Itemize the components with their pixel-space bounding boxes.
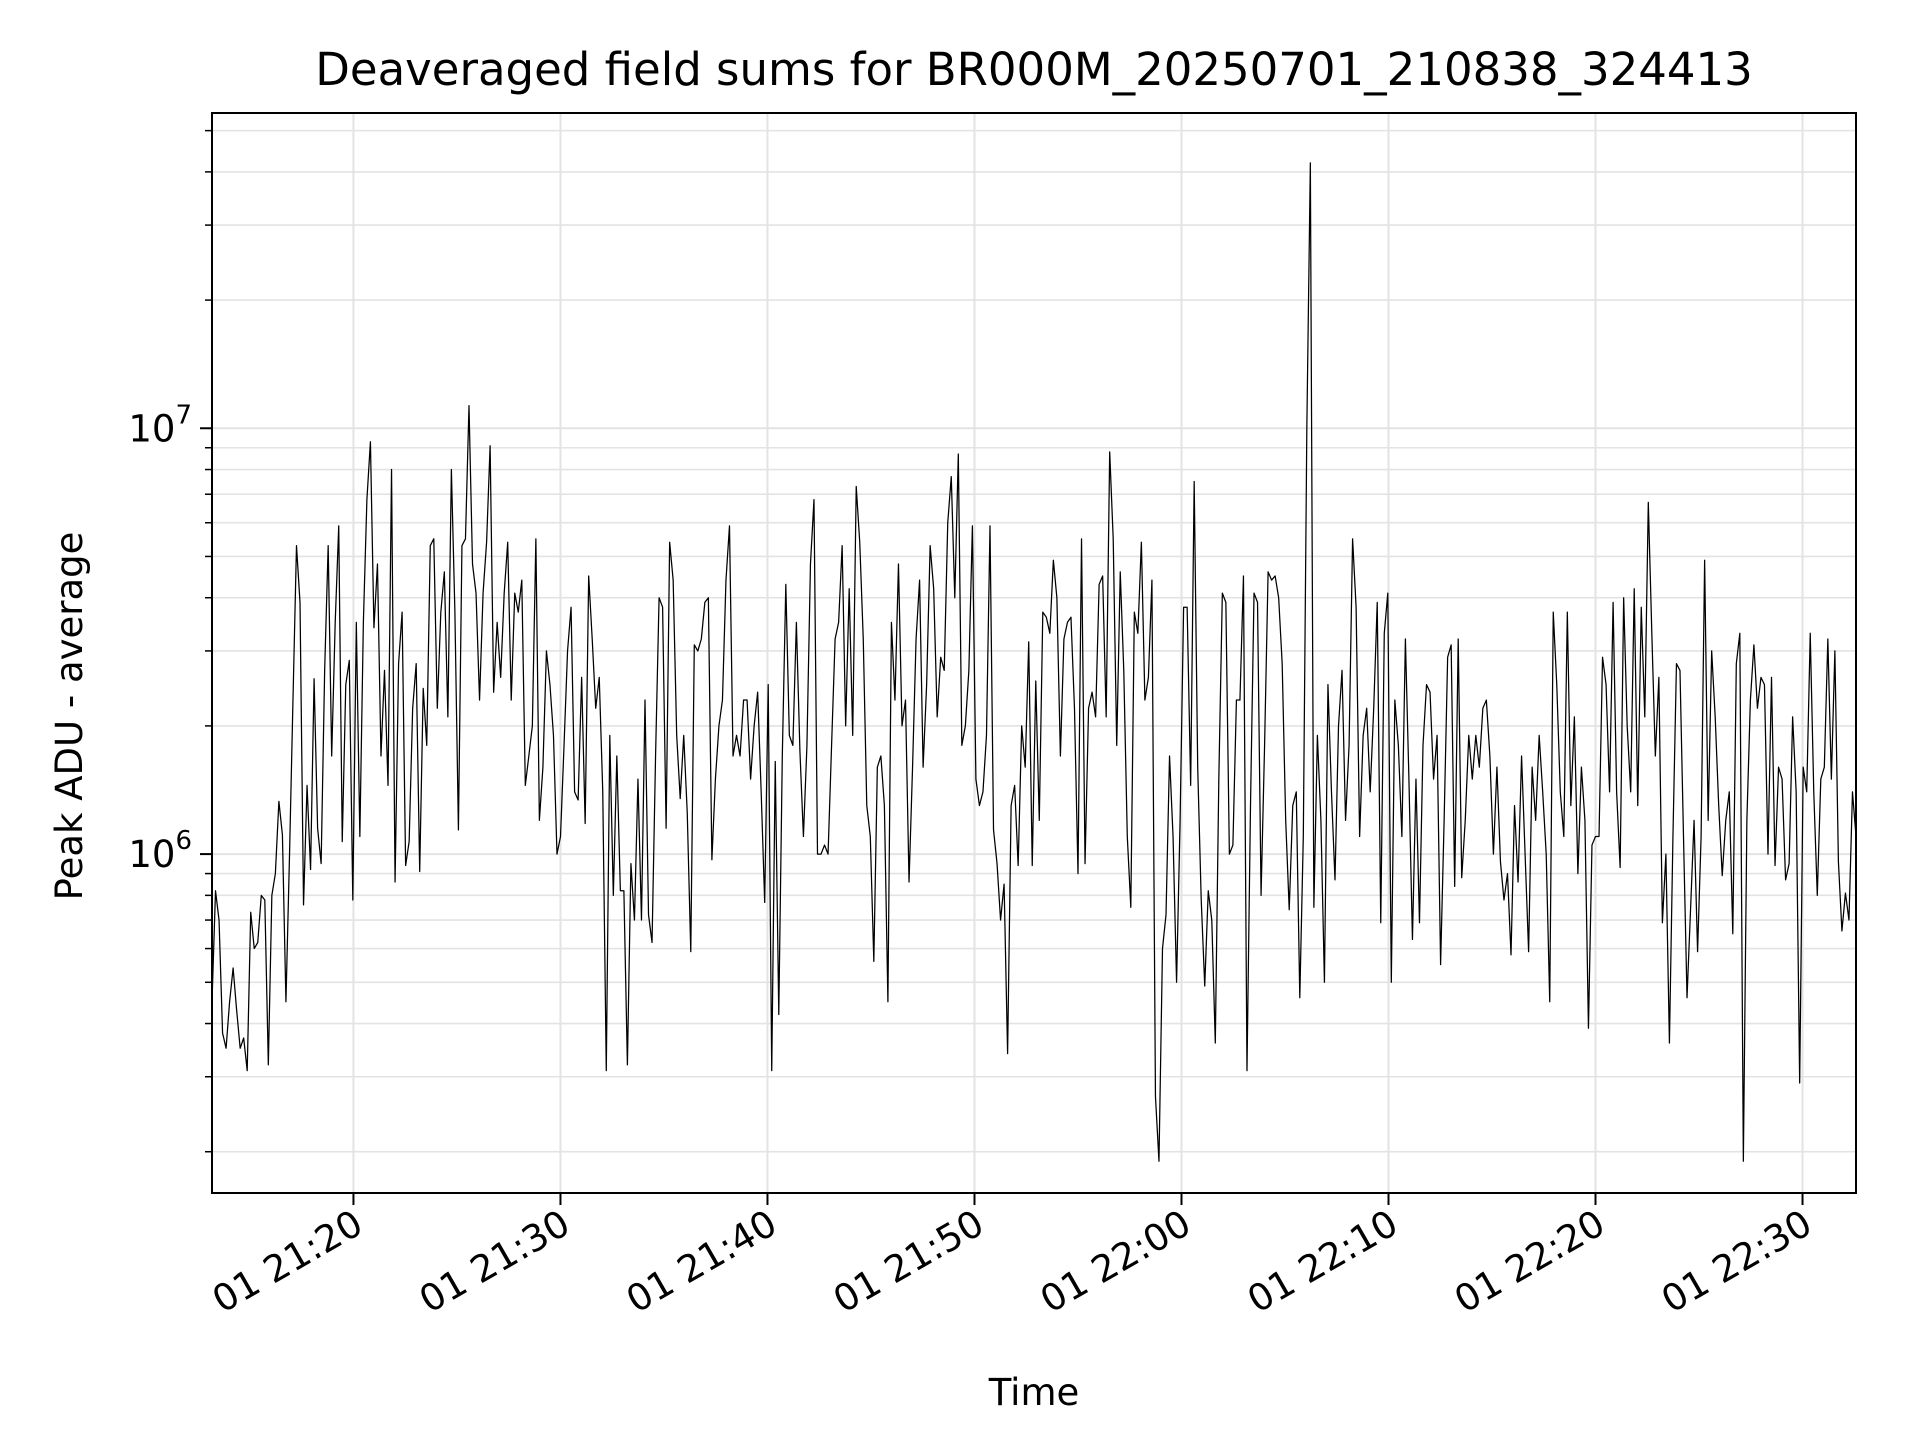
y-tick-label: 107 [128,400,192,450]
plot-frame [211,112,1857,1194]
y-tick-base: 10 [128,833,175,876]
y-tick-exponent: 6 [175,826,192,856]
y-tick-exponent: 7 [175,400,192,430]
x-axis-label: Time [988,1371,1080,1414]
grid [212,113,1856,1193]
y-tick-base: 10 [128,407,175,450]
y-axis-label: Peak ADU - average [48,532,91,901]
data-series [211,162,1857,1162]
series-line [211,162,1857,1162]
chart-title: Deaveraged field sums for BR000M_2025070… [315,43,1753,96]
y-tick-label: 106 [128,826,192,876]
